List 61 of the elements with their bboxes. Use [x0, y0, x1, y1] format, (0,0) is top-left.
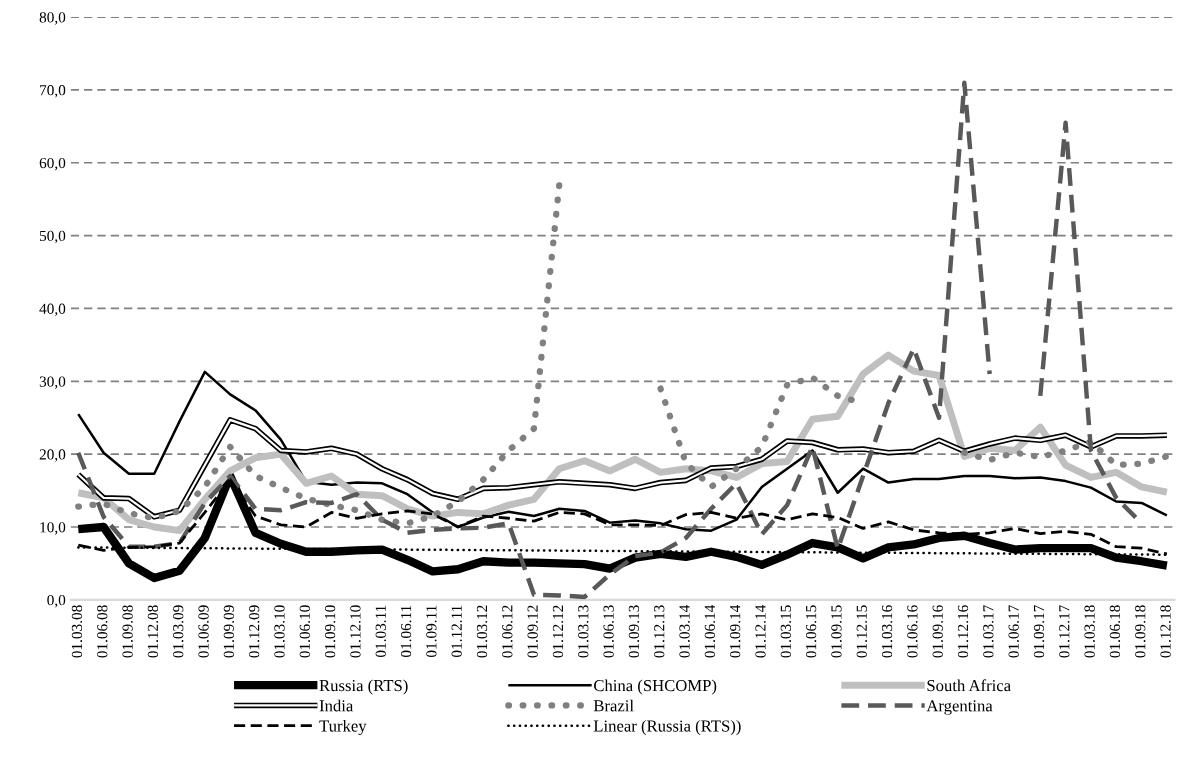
x-tick-label: 01.03.13	[578, 605, 589, 658]
y-tick-label: 50,0	[39, 230, 66, 244]
x-tick-label: 01.06.15	[805, 605, 817, 658]
y-tick-label: 60,0	[39, 157, 66, 171]
x-tick-label: 01.12.13	[654, 605, 665, 658]
x-tick-label: 01.09.11	[426, 605, 437, 658]
x-tick-label: 01.12.12	[552, 605, 564, 658]
x-tick-label: 01.06.14	[704, 604, 716, 658]
x-tick-label: 01.12.17	[1059, 605, 1070, 658]
x-tick-label: 01.09.18	[1135, 605, 1146, 658]
x-tick-label: 01.09.12	[527, 605, 538, 658]
y-tick-label: 80,0	[39, 12, 66, 25]
y-tick-label: 40,0	[39, 303, 66, 317]
x-tick-label: 01.09.16	[932, 605, 943, 658]
x-tick-label: 01.06.11	[400, 605, 412, 658]
x-tick-label: 01.06.09	[198, 605, 209, 658]
x-tick-label: 01.12.10	[350, 605, 361, 658]
x-tick-label: 01.09.14	[730, 604, 741, 658]
x-tick-label: 01.03.14	[679, 604, 690, 658]
legend-label: China (SHCOMP)	[594, 679, 717, 695]
x-tick-label: 01.09.17	[1033, 605, 1045, 658]
x-tick-label: 01.06.18	[1109, 605, 1121, 658]
x-tick-label: 01.03.15	[780, 605, 792, 658]
x-tick-label: 01.03.09	[173, 605, 184, 658]
x-tick-label: 01.12.16	[957, 605, 969, 658]
x-tick-label: 01.03.17	[983, 605, 994, 658]
y-tick-label: 0,0	[47, 594, 66, 608]
legend-label: Linear (Russia (RTS))	[593, 719, 741, 736]
x-tick-label: 01.09.15	[831, 605, 842, 658]
x-tick-label: 01.03.16	[881, 605, 893, 658]
y-tick-label: 10,0	[40, 522, 66, 535]
x-tick-label: 01.06.08	[97, 605, 108, 658]
x-tick-label: 01.06.13	[603, 605, 614, 658]
x-tick-label: 01.03.10	[274, 605, 285, 658]
x-tick-label: 01.03.12	[476, 605, 488, 658]
legend-label: Russia (RTS)	[319, 679, 408, 695]
x-tick-label: 01.12.14	[755, 604, 766, 658]
x-tick-label: 01.06.12	[502, 605, 513, 658]
x-tick-label: 01.03.08	[71, 605, 83, 658]
x-tick-label: 01.12.09	[249, 605, 260, 658]
x-tick-label: 01.06.10	[299, 605, 311, 658]
legend-label: Argentina	[926, 700, 993, 715]
x-tick-label: 01.09.08	[122, 605, 133, 658]
x-tick-label: 01.03.18	[1084, 605, 1095, 658]
x-tick-label: 01.06.17	[1008, 605, 1019, 658]
x-tick-label: 01.09.10	[324, 605, 336, 658]
legend-label: South Africa	[927, 679, 1011, 692]
x-tick-label: 01.12.11	[451, 605, 462, 658]
legend-label: Turkey	[319, 719, 367, 736]
x-tick-label: 01.09.09	[223, 605, 235, 658]
x-tick-label: 01.09.13	[628, 605, 640, 658]
legend-label: Brazil	[593, 699, 634, 712]
y-tick-label: 20,0	[39, 449, 66, 462]
legend-label: India	[319, 699, 354, 712]
x-tick-label: 01.03.11	[375, 605, 386, 658]
x-tick-label: 01.12.18	[1160, 605, 1171, 658]
y-tick-label: 30,0	[39, 376, 66, 389]
y-tick-label: 70,0	[40, 85, 66, 98]
x-tick-label: 01.06.16	[907, 605, 918, 658]
x-tick-label: 01.12.15	[856, 605, 867, 658]
x-tick-label: 01.12.08	[147, 605, 159, 658]
